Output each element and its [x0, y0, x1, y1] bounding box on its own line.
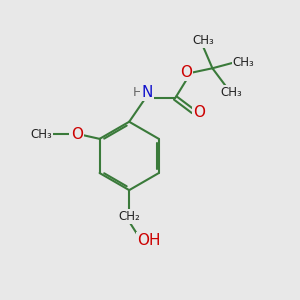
Text: CH₂: CH₂ — [118, 210, 140, 223]
Text: CH₃: CH₃ — [233, 56, 254, 69]
Text: CH₃: CH₃ — [221, 86, 243, 99]
Text: OH: OH — [137, 233, 160, 248]
Text: CH₃: CH₃ — [193, 34, 214, 47]
Text: O: O — [71, 127, 83, 142]
Text: O: O — [193, 105, 205, 120]
Text: CH₃: CH₃ — [31, 128, 52, 141]
Text: O: O — [180, 64, 192, 80]
Text: N: N — [141, 85, 153, 100]
Text: H: H — [133, 86, 142, 99]
